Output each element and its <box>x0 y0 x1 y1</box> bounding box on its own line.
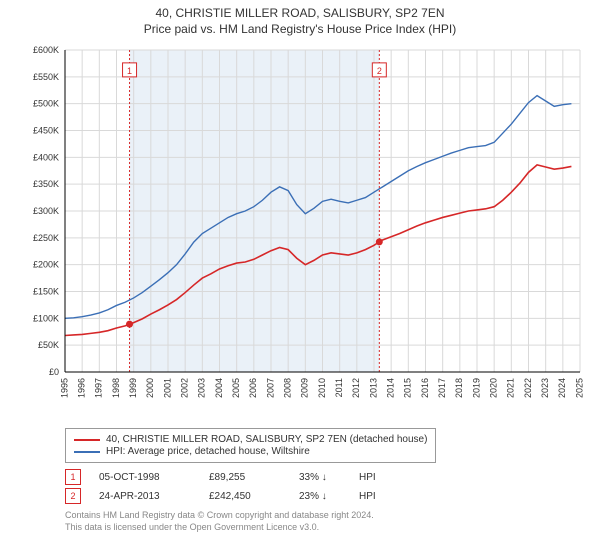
title-subtitle: Price paid vs. HM Land Registry's House … <box>10 22 590 36</box>
svg-text:1995: 1995 <box>59 378 69 398</box>
svg-text:2013: 2013 <box>368 378 378 398</box>
svg-text:2002: 2002 <box>180 378 190 398</box>
svg-text:£500K: £500K <box>33 99 59 109</box>
svg-text:2010: 2010 <box>317 378 327 398</box>
titles: 40, CHRISTIE MILLER ROAD, SALISBURY, SP2… <box>10 6 590 36</box>
legend-swatch <box>74 439 100 441</box>
svg-text:2000: 2000 <box>145 378 155 398</box>
sale-markers-table: 1 05-OCT-1998£89,25533% ↓HPI 2 24-APR-2013£… <box>65 469 590 504</box>
line-chart: £0 £50K £100K £150K £200K £250K £300K £350K £400… <box>10 42 590 422</box>
footer-line1: Contains HM Land Registry data © Crown c… <box>65 510 590 522</box>
sale-hpi-label: HPI <box>359 491 376 502</box>
footer: Contains HM Land Registry data © Crown c… <box>65 510 590 533</box>
sale-price: £242,450 <box>209 491 299 502</box>
svg-text:2012: 2012 <box>351 378 361 398</box>
svg-text:2014: 2014 <box>386 378 396 398</box>
svg-text:2003: 2003 <box>197 378 207 398</box>
svg-text:2006: 2006 <box>248 378 258 398</box>
sale-row: 2 24-APR-2013£242,45023% ↓HPI <box>65 488 590 504</box>
svg-text:1997: 1997 <box>94 378 104 398</box>
svg-text:2001: 2001 <box>162 378 172 398</box>
legend-swatch <box>74 451 100 453</box>
sale-pct: 33% ↓ <box>299 472 359 483</box>
svg-text:2015: 2015 <box>403 378 413 398</box>
svg-text:2025: 2025 <box>574 378 584 398</box>
svg-text:2023: 2023 <box>540 378 550 398</box>
footer-line2: This data is licensed under the Open Gov… <box>65 522 590 534</box>
svg-text:2005: 2005 <box>231 378 241 398</box>
svg-text:2007: 2007 <box>265 378 275 398</box>
svg-text:2009: 2009 <box>300 378 310 398</box>
legend-label: 40, CHRISTIE MILLER ROAD, SALISBURY, SP2… <box>106 434 427 445</box>
svg-text:1999: 1999 <box>128 378 138 398</box>
svg-text:£100K: £100K <box>33 313 59 323</box>
chart-container: 40, CHRISTIE MILLER ROAD, SALISBURY, SP2… <box>0 0 600 560</box>
svg-text:£200K: £200K <box>33 260 59 270</box>
sale-number-box: 2 <box>65 488 81 504</box>
svg-text:£600K: £600K <box>33 45 59 55</box>
sale-price: £89,255 <box>209 472 299 483</box>
svg-text:2024: 2024 <box>557 378 567 398</box>
sale-pct: 23% ↓ <box>299 491 359 502</box>
svg-text:£150K: £150K <box>33 287 59 297</box>
svg-text:2020: 2020 <box>489 378 499 398</box>
svg-text:£0: £0 <box>49 367 59 377</box>
svg-text:2022: 2022 <box>523 378 533 398</box>
svg-text:2: 2 <box>377 66 382 76</box>
svg-text:2016: 2016 <box>420 378 430 398</box>
svg-text:1998: 1998 <box>111 378 121 398</box>
svg-text:£400K: £400K <box>33 152 59 162</box>
sale-row: 1 05-OCT-1998£89,25533% ↓HPI <box>65 469 590 485</box>
sale-date: 24-APR-2013 <box>99 491 209 502</box>
legend-row: HPI: Average price, detached house, Wilt… <box>74 446 427 457</box>
chart-area: £0 £50K £100K £150K £200K £250K £300K £350K £400… <box>10 42 590 422</box>
svg-text:2011: 2011 <box>334 378 344 397</box>
svg-text:£50K: £50K <box>38 340 59 350</box>
svg-text:2008: 2008 <box>283 378 293 398</box>
title-address: 40, CHRISTIE MILLER ROAD, SALISBURY, SP2… <box>10 6 590 20</box>
legend-row: 40, CHRISTIE MILLER ROAD, SALISBURY, SP2… <box>74 434 427 445</box>
svg-text:2018: 2018 <box>454 378 464 398</box>
svg-text:£250K: £250K <box>33 233 59 243</box>
svg-text:2021: 2021 <box>506 378 516 398</box>
svg-text:1: 1 <box>127 66 132 76</box>
sale-hpi-label: HPI <box>359 472 376 483</box>
legend-label: HPI: Average price, detached house, Wilt… <box>106 446 310 457</box>
svg-text:£450K: £450K <box>33 126 59 136</box>
svg-text:£300K: £300K <box>33 206 59 216</box>
legend: 40, CHRISTIE MILLER ROAD, SALISBURY, SP2… <box>65 428 436 463</box>
svg-text:£550K: £550K <box>33 72 59 82</box>
svg-text:1996: 1996 <box>77 378 87 398</box>
svg-text:2019: 2019 <box>471 378 481 398</box>
svg-text:2017: 2017 <box>437 378 447 398</box>
sale-date: 05-OCT-1998 <box>99 472 209 483</box>
svg-text:2004: 2004 <box>214 378 224 398</box>
sale-number-box: 1 <box>65 469 81 485</box>
svg-text:£350K: £350K <box>33 179 59 189</box>
